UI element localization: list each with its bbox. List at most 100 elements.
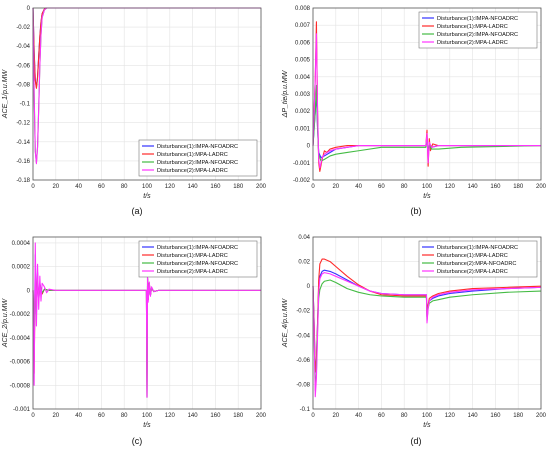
- chart-panel-d: 0 20 40 60 80 100 120 140 160 180 200 0.04 0.02 0 -0.0…: [282, 235, 547, 446]
- legend: Disturbance(1):IMPA-NFOADRC Disturbance(1…: [418, 240, 538, 278]
- y-tick-label: -0.18: [16, 178, 30, 184]
- legend-entry: Disturbance(1):IMPA-NFOADRC: [437, 16, 518, 22]
- x-axis-label: t/s: [143, 422, 151, 429]
- y-tick-label: 0.007: [295, 23, 311, 29]
- plot-frame: [312, 7, 542, 181]
- y-tick-label: -0.0002: [10, 312, 31, 318]
- chart-panel-b: 0 20 40 60 80 100 120 140 160 180 200 0.008 0.007 0.0…: [282, 6, 547, 216]
- x-tick-label: 120: [165, 184, 176, 190]
- x-tick-label: 160: [210, 413, 221, 419]
- y-tick-label: -0.04: [16, 44, 30, 50]
- x-tick-label: 200: [256, 184, 267, 190]
- x-tick-label: 80: [401, 413, 408, 419]
- panel-caption: (d): [411, 436, 422, 446]
- y-tick-label: -0.02: [296, 309, 310, 315]
- y-tick-label: 0.002: [295, 109, 311, 115]
- legend-entry: Disturbance(2):IMPA-NFOADRC: [157, 261, 238, 267]
- y-axis-label: ACE_1/p.u.MW: [2, 68, 9, 119]
- x-tick-label: 200: [536, 413, 547, 419]
- y-axis-label: ACE_4/p.u.MW: [282, 297, 289, 348]
- y-tick-label: 0.02: [298, 260, 310, 266]
- x-tick-label: 180: [513, 184, 524, 190]
- x-tick-label: 0: [311, 413, 315, 419]
- y-axis-label: ACE_2/p.u.MW: [2, 297, 9, 348]
- y-tick-label: 0.0004: [12, 241, 31, 247]
- y-tick-label: 0.001: [295, 126, 311, 132]
- y-tick-label: -0.002: [293, 178, 311, 184]
- x-tick-label: 60: [98, 413, 105, 419]
- y-tick-label: -0.001: [293, 161, 311, 167]
- chart-panel-c: 0 20 40 60 80 100 120 140 160 180 200 0.0004 0.0002 0…: [2, 236, 267, 446]
- x-tick-label: 40: [355, 184, 362, 190]
- x-tick-label: 180: [513, 413, 524, 419]
- y-tick-label: 0: [27, 288, 31, 294]
- x-tick-label: 200: [536, 184, 547, 190]
- x-tick-label: 20: [52, 184, 59, 190]
- x-tick-label: 100: [142, 184, 153, 190]
- y-tick-label: -0.14: [16, 140, 30, 146]
- y-tick-label: 0: [27, 6, 31, 12]
- y-tick-label: -0.0008: [10, 383, 31, 389]
- x-tick-label: 140: [188, 184, 199, 190]
- y-tick-label: -0.08: [16, 82, 30, 88]
- panel-caption: (b): [411, 206, 422, 216]
- y-tick-label: -0.1: [20, 102, 31, 108]
- x-tick-label: 140: [468, 413, 479, 419]
- y-tick-label: -0.001: [13, 407, 31, 413]
- x-tick-label: 160: [490, 184, 501, 190]
- y-tick-label: 0.005: [295, 58, 311, 64]
- legend: Disturbance(1):IMPA-NFOADRC Disturbance(1…: [418, 11, 538, 49]
- y-tick-label: -0.02: [16, 25, 30, 31]
- legend-entry: Disturbance(1):MPA-LADRC: [437, 24, 508, 30]
- x-tick-label: 80: [121, 184, 128, 190]
- x-tick-label: 200: [256, 413, 267, 419]
- y-tick-label: 0.0002: [12, 265, 31, 271]
- panel-caption: (c): [132, 436, 143, 446]
- y-tick-label: -0.0004: [10, 336, 31, 342]
- y-tick-label: -0.06: [16, 63, 30, 69]
- x-tick-label: 160: [210, 184, 221, 190]
- x-tick-label: 120: [165, 413, 176, 419]
- plot-frame: [312, 236, 542, 410]
- legend-entry: Disturbance(1):IMPA-NFOADRC: [157, 245, 238, 251]
- y-tick-label: -0.16: [16, 159, 30, 165]
- y-axis-label: ΔP_tie/p.u.MW: [282, 69, 289, 118]
- series-line-4: [312, 272, 542, 398]
- x-tick-label: 20: [52, 413, 59, 419]
- panel-caption: (a): [132, 206, 143, 216]
- x-tick-label: 140: [468, 184, 479, 190]
- y-tick-label: 0: [307, 144, 311, 150]
- y-tick-label: -0.08: [296, 382, 310, 388]
- series-line-4: [312, 33, 541, 169]
- y-tick-label: 0.008: [295, 6, 311, 12]
- x-tick-label: 20: [332, 413, 339, 419]
- y-tick-label: -0.12: [16, 121, 30, 127]
- x-tick-label: 100: [422, 413, 433, 419]
- legend-entry: Disturbance(1):MPA-LADRC: [157, 253, 228, 259]
- x-tick-label: 40: [355, 413, 362, 419]
- legend-box: [418, 11, 538, 49]
- x-tick-label: 60: [98, 184, 105, 190]
- y-tick-label: 0.004: [295, 75, 311, 81]
- legend-box: [418, 240, 538, 278]
- x-tick-label: 180: [233, 413, 244, 419]
- x-tick-label: 20: [332, 184, 339, 190]
- legend-entry: Disturbance(2):MPA-LADRC: [157, 168, 228, 174]
- x-tick-label: 80: [121, 413, 128, 419]
- legend-entry: Disturbance(1):IMPA-NFOADRC: [437, 245, 518, 251]
- y-tick-label: 0.003: [295, 92, 311, 98]
- legend-entry: Disturbance(1):IMPA-NFOADRC: [157, 144, 238, 150]
- x-tick-label: 180: [233, 184, 244, 190]
- x-tick-label: 120: [445, 184, 456, 190]
- y-tick-label: -0.06: [296, 358, 310, 364]
- legend-entry: Disturbance(2):MPA-LADRC: [437, 40, 508, 46]
- legend-entry: Disturbance(2):MPA-NFOADRC: [437, 261, 516, 267]
- x-tick-label: 60: [378, 184, 385, 190]
- plot-frame: [32, 7, 262, 181]
- y-tick-label: -0.0006: [10, 360, 31, 366]
- legend-entry: Disturbance(2):IMPA-NFOADRC: [157, 160, 238, 166]
- x-tick-label: 120: [445, 413, 456, 419]
- plot-frame: [32, 236, 262, 410]
- legend-entry: Disturbance(2):IMPA-NFOADRC: [437, 32, 518, 38]
- x-tick-label: 60: [378, 413, 385, 419]
